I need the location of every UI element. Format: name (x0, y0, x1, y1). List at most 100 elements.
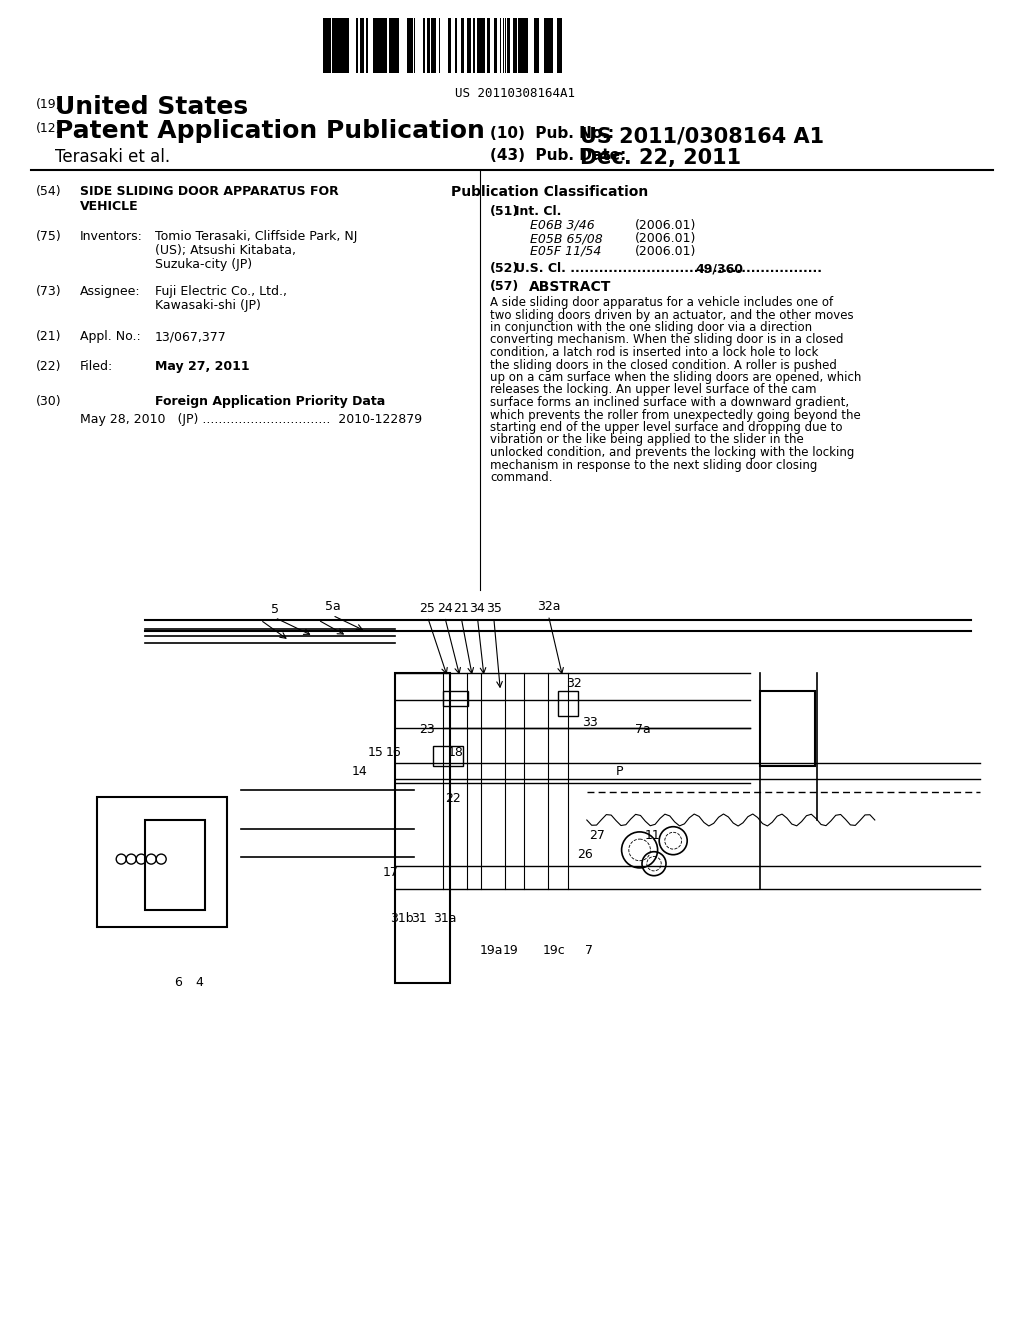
Text: Appl. No.:: Appl. No.: (80, 330, 140, 343)
Bar (396, 18, 399, 73)
Bar (428, 18, 430, 73)
Bar (558, 692, 578, 717)
Bar (455, 18, 457, 73)
Bar (395, 673, 450, 983)
Bar (337, 18, 340, 73)
Bar (403, 18, 406, 73)
Text: (2006.01): (2006.01) (635, 246, 696, 257)
Bar (490, 18, 493, 73)
Text: (2006.01): (2006.01) (635, 232, 696, 246)
Text: 31: 31 (411, 912, 427, 925)
Text: US 2011/0308164 A1: US 2011/0308164 A1 (580, 125, 824, 147)
Text: mechanism in response to the next sliding door closing: mechanism in response to the next slidin… (490, 458, 817, 471)
Text: 14: 14 (351, 764, 368, 777)
Bar (760, 692, 815, 766)
Bar (97, 797, 227, 927)
Bar (389, 18, 391, 73)
Text: 4: 4 (196, 977, 203, 990)
Bar (379, 18, 382, 73)
Bar (433, 746, 463, 767)
Bar (471, 18, 473, 73)
Bar (376, 18, 379, 73)
Text: 32: 32 (565, 677, 582, 690)
Bar (373, 18, 376, 73)
Bar (327, 18, 330, 73)
Text: A side sliding door apparatus for a vehicle includes one of: A side sliding door apparatus for a vehi… (490, 296, 834, 309)
Bar (350, 18, 353, 73)
Bar (436, 18, 439, 73)
Bar (431, 18, 433, 73)
Text: (22): (22) (36, 360, 61, 374)
Bar (366, 18, 368, 73)
Bar (332, 18, 335, 73)
Bar (343, 18, 346, 73)
Text: surface forms an inclined surface with a downward gradient,: surface forms an inclined surface with a… (490, 396, 849, 409)
Text: 19: 19 (503, 944, 518, 957)
Bar (356, 18, 358, 73)
Text: in conjunction with the one sliding door via a direction: in conjunction with the one sliding door… (490, 321, 812, 334)
Text: which prevents the roller from unexpectedly going beyond the: which prevents the roller from unexpecte… (490, 408, 861, 421)
Text: (2006.01): (2006.01) (635, 219, 696, 232)
Bar (518, 18, 521, 73)
Text: the sliding doors in the closed condition. A roller is pushed: the sliding doors in the closed conditio… (490, 359, 837, 371)
Text: 22: 22 (444, 792, 461, 805)
Text: (75): (75) (36, 230, 61, 243)
Bar (461, 18, 463, 73)
Bar (394, 18, 396, 73)
Text: 32a: 32a (537, 601, 560, 614)
Bar (145, 820, 205, 909)
Bar (319, 18, 323, 73)
Bar (384, 18, 387, 73)
Text: vibration or the like being applied to the slider in the: vibration or the like being applied to t… (490, 433, 804, 446)
Text: Dec. 22, 2011: Dec. 22, 2011 (580, 148, 741, 168)
Text: condition, a latch rod is inserted into a lock hole to lock: condition, a latch rod is inserted into … (490, 346, 818, 359)
Text: Patent Application Publication: Patent Application Publication (55, 119, 485, 143)
Text: Publication Classification: Publication Classification (452, 185, 648, 199)
Bar (346, 18, 349, 73)
Bar (544, 18, 546, 73)
Text: 23: 23 (419, 723, 434, 737)
Bar (453, 18, 455, 73)
Text: two sliding doors driven by an actuator, and the other moves: two sliding doors driven by an actuator,… (490, 309, 854, 322)
Text: 18: 18 (447, 746, 464, 759)
Bar (449, 18, 451, 73)
Text: (52): (52) (490, 261, 519, 275)
Bar (362, 18, 364, 73)
Bar (442, 692, 468, 706)
Text: 17: 17 (382, 866, 398, 879)
Bar (469, 18, 471, 73)
Text: 13/067,377: 13/067,377 (155, 330, 226, 343)
Text: Assignee:: Assignee: (80, 285, 140, 298)
Text: (30): (30) (36, 395, 61, 408)
Bar (324, 18, 327, 73)
Text: Terasaki et al.: Terasaki et al. (55, 148, 170, 166)
Bar (495, 18, 497, 73)
Bar (440, 18, 443, 73)
Text: 11: 11 (644, 829, 660, 842)
Text: May 27, 2011: May 27, 2011 (155, 360, 250, 374)
Bar (535, 18, 538, 73)
Bar (531, 18, 534, 73)
Bar (541, 18, 544, 73)
Text: Foreign Application Priority Data: Foreign Application Priority Data (155, 395, 385, 408)
Text: starting end of the upper level surface and dropping due to: starting end of the upper level surface … (490, 421, 843, 434)
Bar (473, 18, 475, 73)
Text: 34: 34 (469, 602, 485, 615)
Text: 15: 15 (368, 746, 384, 759)
Bar (451, 18, 453, 73)
Text: 27: 27 (589, 829, 604, 842)
Text: (10)  Pub. No.:: (10) Pub. No.: (490, 125, 614, 141)
Bar (410, 18, 413, 73)
Text: Fuji Electric Co., Ltd.,: Fuji Electric Co., Ltd., (155, 285, 287, 298)
Bar (457, 18, 459, 73)
Bar (387, 18, 389, 73)
Bar (421, 18, 423, 73)
Text: (21): (21) (36, 330, 61, 343)
Bar (464, 18, 467, 73)
Text: May 28, 2010   (JP) ................................  2010-122879: May 28, 2010 (JP) ......................… (80, 413, 422, 426)
Bar (475, 18, 477, 73)
Text: 24: 24 (437, 602, 453, 615)
Text: 26: 26 (578, 847, 593, 861)
Text: P: P (615, 764, 623, 777)
Text: 5: 5 (270, 603, 279, 615)
